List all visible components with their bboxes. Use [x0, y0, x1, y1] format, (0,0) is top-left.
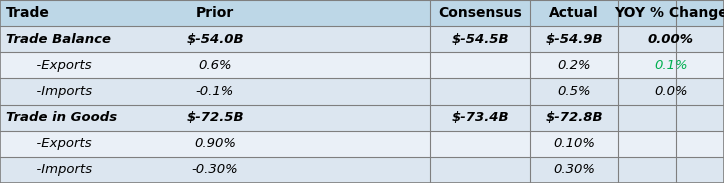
Text: 0.5%: 0.5%	[557, 85, 591, 98]
Text: $-72.8B: $-72.8B	[545, 111, 603, 124]
Bar	[0, 79, 724, 104]
Text: -Imports: -Imports	[28, 163, 92, 176]
Bar	[0, 104, 724, 131]
Text: Consensus: Consensus	[438, 6, 522, 20]
Bar	[0, 26, 724, 52]
Text: -Exports: -Exports	[28, 137, 91, 150]
Text: 0.0%: 0.0%	[654, 85, 688, 98]
Text: 0.2%: 0.2%	[557, 59, 591, 72]
Text: -Imports: -Imports	[28, 85, 92, 98]
Text: Trade in Goods: Trade in Goods	[6, 111, 117, 124]
Bar	[0, 131, 724, 157]
Text: 0.00%: 0.00%	[648, 33, 694, 46]
Text: 0.6%: 0.6%	[198, 59, 232, 72]
Text: Prior: Prior	[196, 6, 234, 20]
Text: $-72.5B: $-72.5B	[186, 111, 244, 124]
Text: $-54.0B: $-54.0B	[186, 33, 244, 46]
Text: 0.10%: 0.10%	[553, 137, 595, 150]
Text: -0.30%: -0.30%	[192, 163, 238, 176]
Text: YOY % Change: YOY % Change	[614, 6, 724, 20]
Text: Trade Balance: Trade Balance	[6, 33, 111, 46]
Text: 0.1%: 0.1%	[654, 59, 688, 72]
Text: -Exports: -Exports	[28, 59, 91, 72]
Text: 0.90%: 0.90%	[194, 137, 236, 150]
Text: $-54.9B: $-54.9B	[545, 33, 603, 46]
Text: $-73.4B: $-73.4B	[451, 111, 509, 124]
Bar	[0, 157, 724, 183]
Bar	[0, 0, 724, 26]
Text: -0.1%: -0.1%	[195, 85, 234, 98]
Text: $-54.5B: $-54.5B	[451, 33, 509, 46]
Text: 0.30%: 0.30%	[553, 163, 595, 176]
Text: Trade: Trade	[6, 6, 50, 20]
Text: Actual: Actual	[550, 6, 599, 20]
Bar	[0, 52, 724, 79]
